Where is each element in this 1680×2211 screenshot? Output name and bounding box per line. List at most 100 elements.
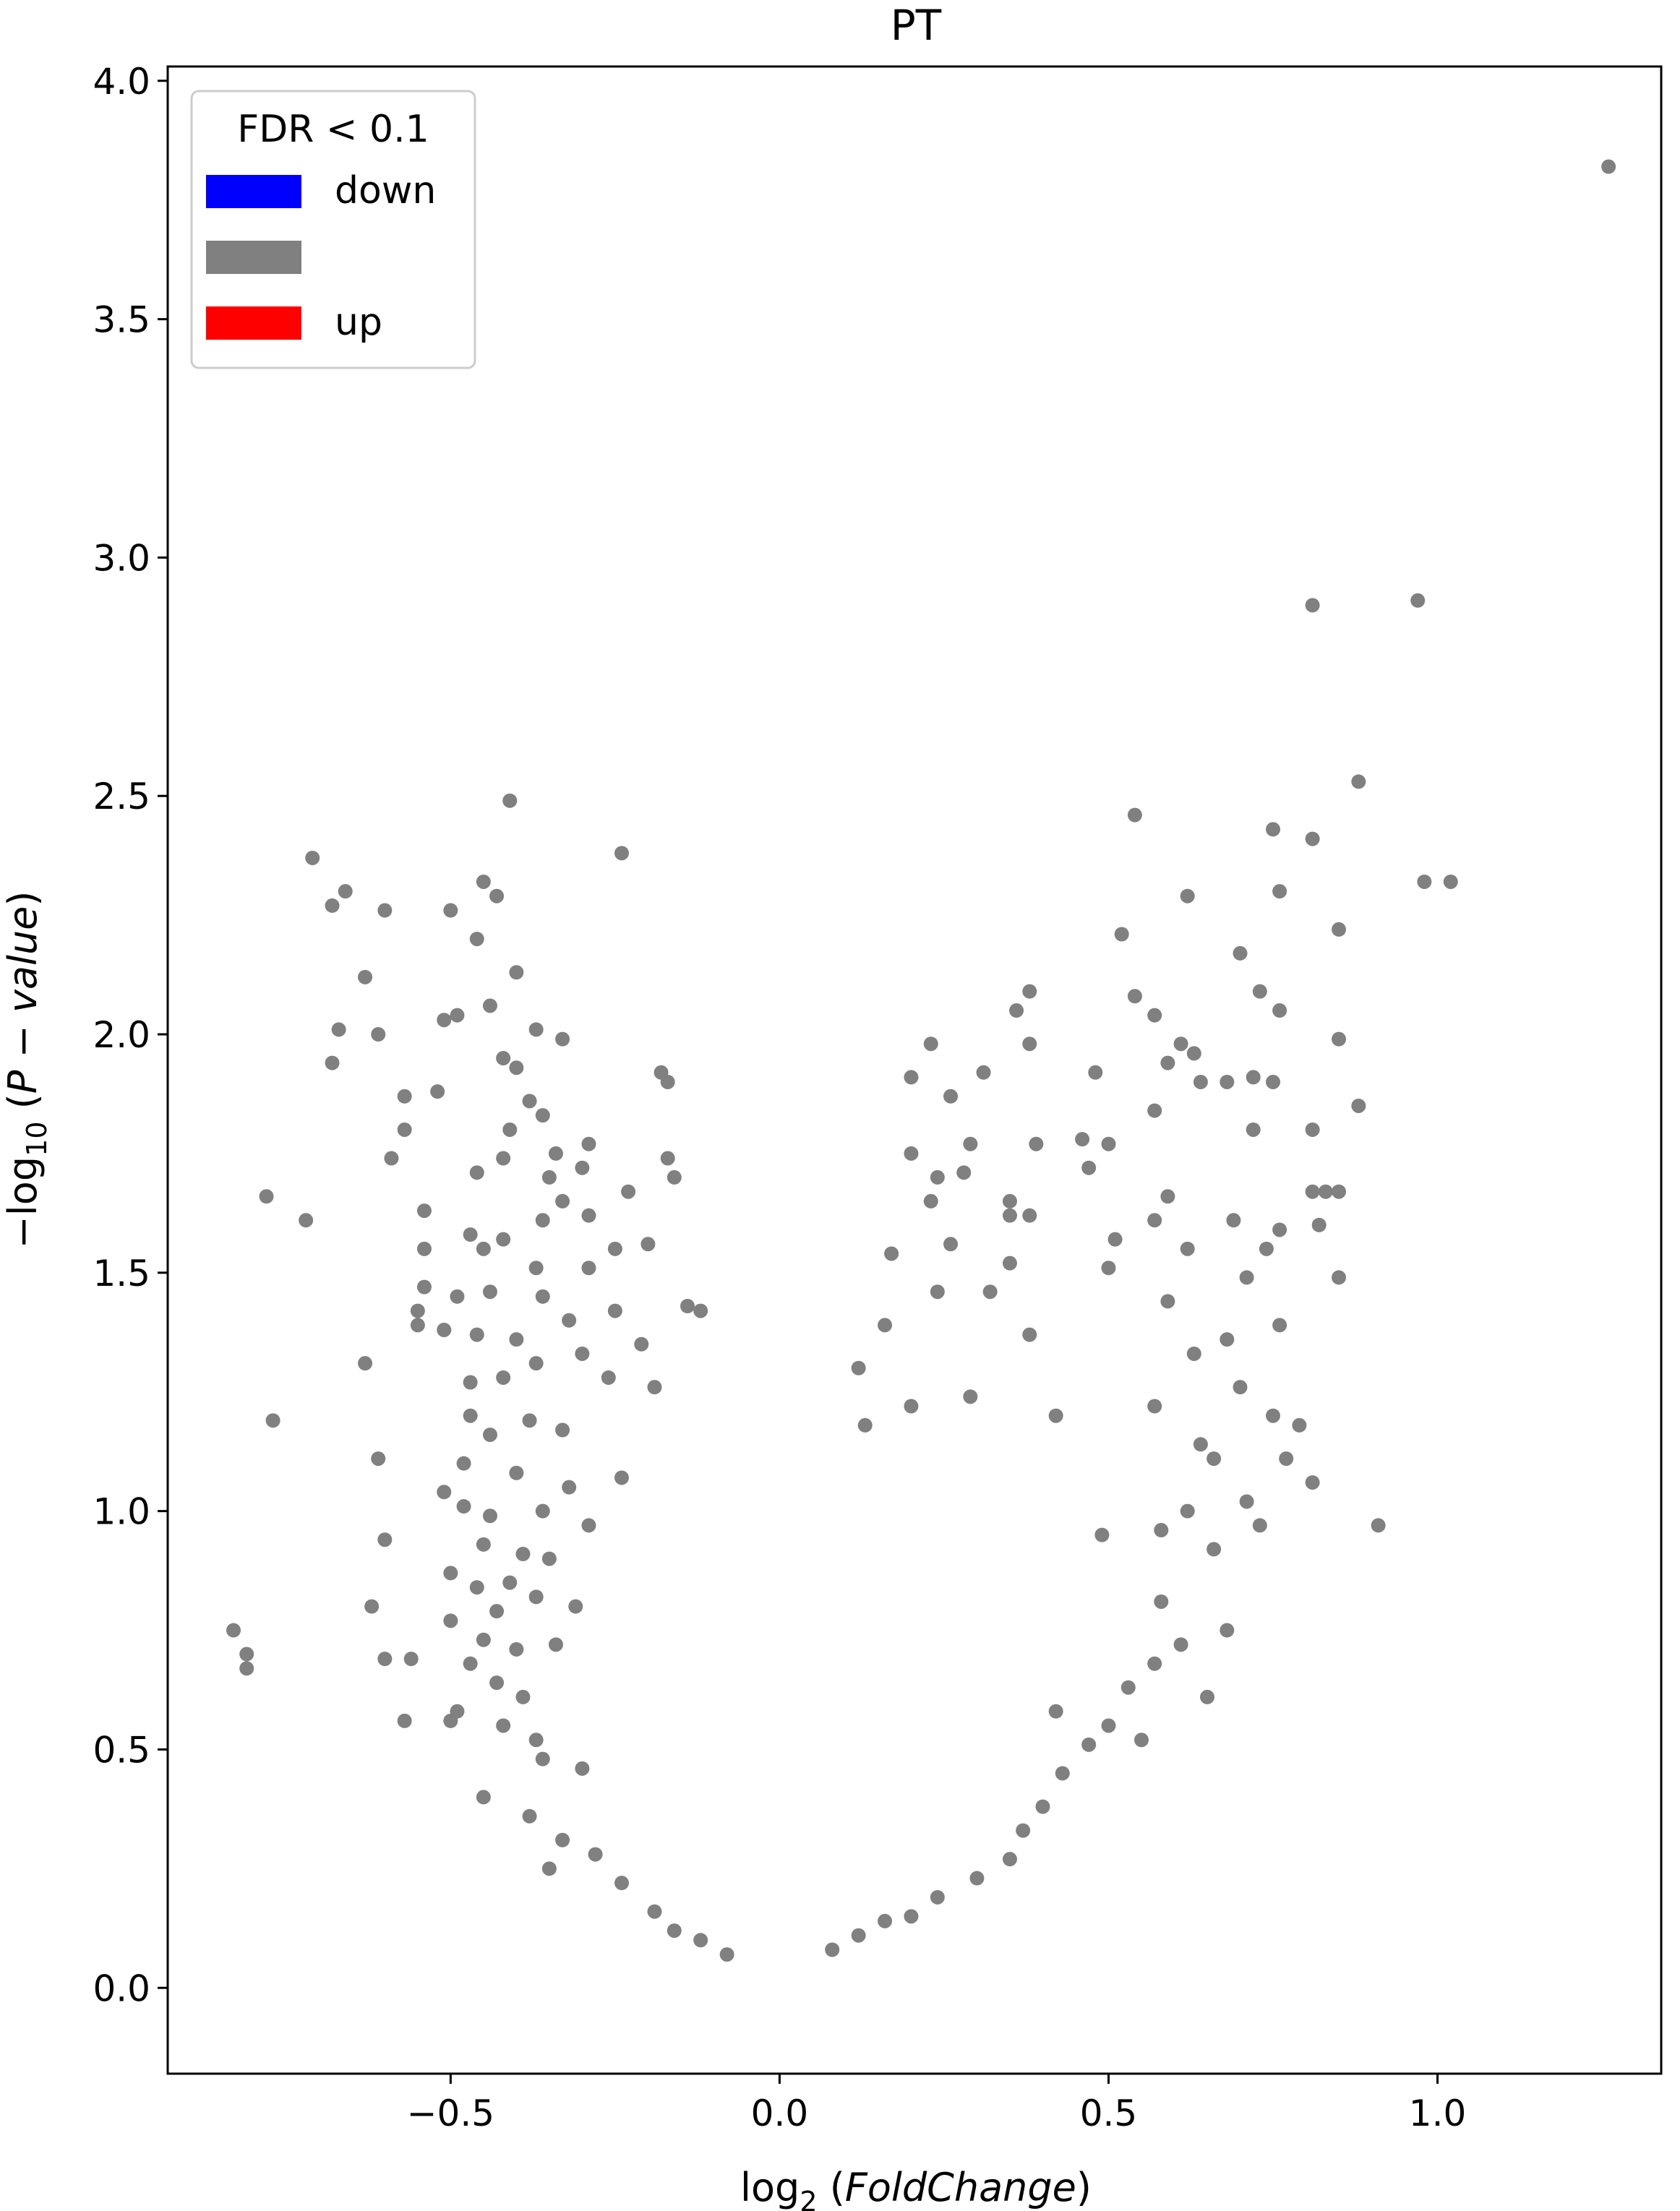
data-point [1029, 1136, 1044, 1151]
data-point [719, 1947, 734, 1962]
y-tick-label: 4.0 [93, 61, 150, 103]
data-point [496, 1232, 511, 1247]
data-point [509, 965, 524, 980]
data-point [403, 1652, 419, 1667]
data-point [1220, 1074, 1235, 1089]
data-point [1154, 1523, 1169, 1538]
data-point [1133, 1733, 1149, 1748]
data-point [581, 1518, 596, 1533]
x-tick-label: 1.0 [1409, 2092, 1467, 2134]
data-point [1233, 945, 1248, 961]
data-point [930, 1284, 945, 1300]
data-point [239, 1647, 254, 1662]
data-point [1101, 1718, 1116, 1733]
data-point [614, 1876, 629, 1891]
data-point [416, 1279, 432, 1295]
data-point [515, 1547, 531, 1562]
data-point [1180, 1241, 1195, 1256]
data-point [535, 1289, 550, 1304]
data-point [463, 1375, 478, 1390]
x-axis-ticks: −0.5 0.0 0.5 1.0 [407, 2074, 1467, 2134]
data-point [410, 1318, 425, 1333]
data-point [943, 1237, 959, 1252]
data-point [660, 1151, 675, 1166]
data-point [1193, 1437, 1208, 1452]
data-point [482, 998, 497, 1013]
data-point [1601, 159, 1616, 174]
data-point [371, 1451, 386, 1467]
data-point [496, 1151, 511, 1166]
data-point [825, 1942, 840, 1957]
data-point [1147, 1213, 1162, 1228]
data-point [1022, 1208, 1037, 1223]
data-point [923, 1193, 938, 1208]
data-point [443, 1713, 458, 1728]
data-point [640, 1237, 656, 1252]
data-points [226, 159, 1616, 1962]
data-point [1101, 1261, 1116, 1276]
data-point [1147, 1399, 1162, 1414]
y-tick-label: 3.0 [93, 537, 150, 579]
data-point [476, 1632, 491, 1647]
data-point [476, 1790, 491, 1805]
legend-entries: down up [206, 169, 436, 344]
data-point [1160, 1294, 1175, 1309]
data-point [548, 1146, 563, 1161]
data-point [1332, 1184, 1347, 1199]
data-point [463, 1408, 478, 1423]
data-point [1022, 984, 1037, 999]
data-point [1200, 1689, 1215, 1704]
data-point [1305, 1184, 1320, 1199]
data-point [325, 1055, 340, 1070]
legend-title: FDR < 0.1 [237, 108, 429, 151]
data-point [528, 1261, 544, 1276]
data-point [904, 1909, 919, 1924]
data-point [607, 1303, 622, 1318]
data-point [930, 1169, 945, 1185]
data-point [437, 1485, 452, 1500]
data-point [1351, 1098, 1366, 1113]
data-point [482, 1284, 497, 1300]
data-point [614, 1470, 629, 1485]
data-point [358, 969, 373, 984]
y-axis-label: −log10 (P − value) [0, 891, 53, 1249]
data-point [555, 1422, 570, 1438]
data-point [575, 1346, 590, 1361]
data-point [305, 850, 320, 865]
data-point [851, 1360, 866, 1375]
data-point [541, 1861, 557, 1876]
data-point [469, 1165, 484, 1180]
data-point [1226, 1213, 1241, 1228]
data-point [963, 1136, 978, 1151]
data-point [1305, 598, 1320, 613]
data-point [1088, 1065, 1103, 1080]
data-point [634, 1336, 649, 1352]
data-point [1272, 1003, 1287, 1018]
y-axis-label-prefix: −log [0, 1156, 46, 1249]
data-point [489, 1604, 505, 1619]
data-point [1101, 1136, 1116, 1151]
data-point [463, 1227, 478, 1242]
data-point [509, 1060, 524, 1076]
y-tick-label: 1.5 [93, 1253, 150, 1295]
data-point [377, 903, 393, 918]
y-tick-label: 2.5 [93, 776, 150, 817]
data-point [1009, 1003, 1024, 1018]
data-point [443, 1566, 458, 1581]
y-tick-label: 0.5 [93, 1729, 150, 1771]
data-point [1279, 1451, 1294, 1467]
data-point [528, 1356, 544, 1371]
data-point [239, 1661, 254, 1676]
data-point [541, 1169, 557, 1185]
data-point [1002, 1208, 1017, 1223]
data-point [377, 1652, 393, 1667]
data-point [930, 1889, 945, 1905]
data-point [1186, 1046, 1201, 1061]
data-point [528, 1022, 544, 1037]
data-point [1266, 1408, 1281, 1423]
data-point [443, 903, 458, 918]
data-point [1220, 1623, 1235, 1638]
y-axis-label-subscript: 10 [21, 1122, 53, 1156]
data-point [325, 898, 340, 913]
data-point [502, 1575, 518, 1590]
